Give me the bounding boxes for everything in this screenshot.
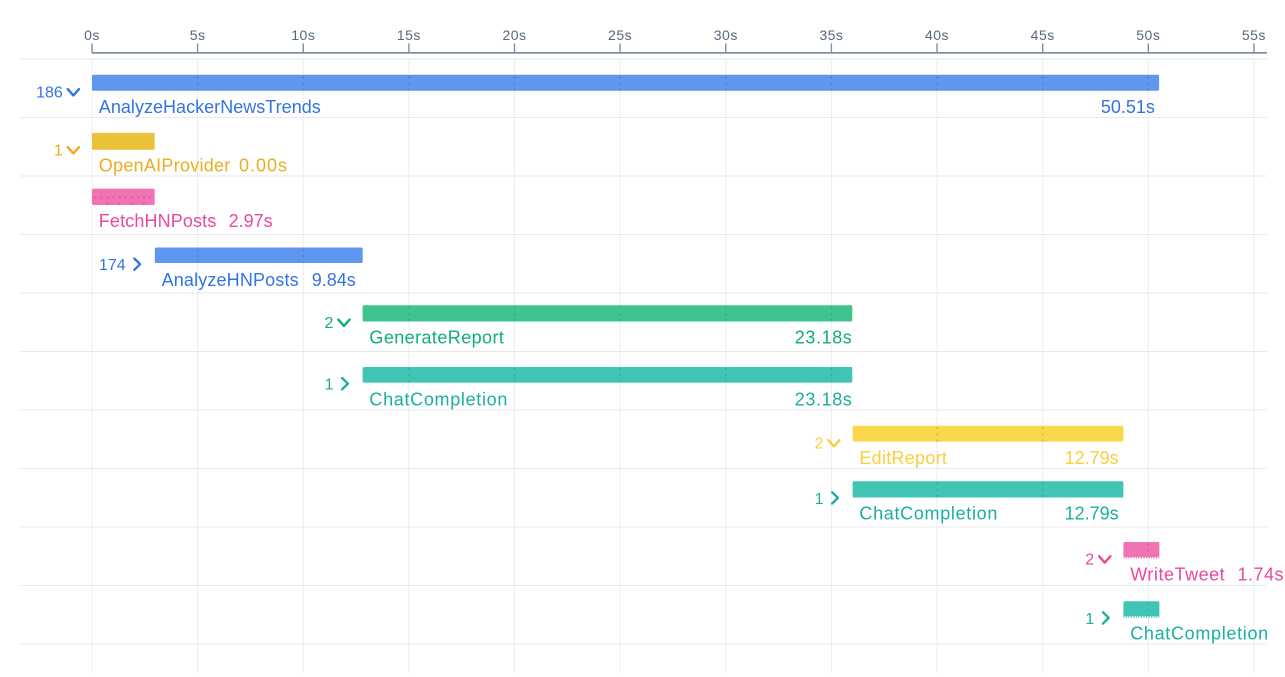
svg-text:5s: 5s <box>190 27 206 43</box>
svg-text:0s: 0s <box>84 27 100 43</box>
svg-text:12.79s: 12.79s <box>1065 448 1119 468</box>
svg-text:2: 2 <box>814 436 823 453</box>
svg-text:WriteTweet: WriteTweet <box>1130 564 1225 584</box>
svg-text:30s: 30s <box>714 27 738 43</box>
svg-text:9.84s: 9.84s <box>312 270 356 290</box>
svg-text:10s: 10s <box>291 27 315 43</box>
svg-text:FetchHNPosts: FetchHNPosts <box>99 211 217 231</box>
svg-text:OpenAIProvider: OpenAIProvider <box>99 155 231 175</box>
svg-text:55s: 55s <box>1242 27 1266 43</box>
svg-text:1: 1 <box>1085 611 1094 628</box>
svg-text:174: 174 <box>99 257 126 274</box>
svg-text:ChatCompletion: ChatCompletion <box>859 504 997 524</box>
svg-text:50s: 50s <box>1136 27 1160 43</box>
svg-text:23.18s: 23.18s <box>795 328 852 348</box>
svg-text:20s: 20s <box>502 27 526 43</box>
svg-text:35s: 35s <box>819 27 843 43</box>
svg-text:1: 1 <box>325 377 334 394</box>
svg-text:2: 2 <box>1085 552 1094 569</box>
svg-text:15s: 15s <box>397 27 421 43</box>
svg-text:186: 186 <box>36 85 63 102</box>
svg-text:ChatCompletion: ChatCompletion <box>369 389 507 409</box>
svg-text:23.18s: 23.18s <box>795 389 852 409</box>
svg-text:40s: 40s <box>925 27 949 43</box>
svg-text:EditReport: EditReport <box>859 448 947 468</box>
svg-text:50.51s: 50.51s <box>1101 97 1155 117</box>
svg-text:12.79s: 12.79s <box>1065 504 1119 524</box>
svg-text:1: 1 <box>815 491 824 508</box>
svg-text:2.97s: 2.97s <box>229 211 273 231</box>
svg-text:GenerateReport: GenerateReport <box>369 328 504 348</box>
svg-text:AnalyzeHNPosts: AnalyzeHNPosts <box>162 270 299 290</box>
svg-text:AnalyzeHackerNewsTrends: AnalyzeHackerNewsTrends <box>99 97 321 117</box>
svg-text:0.00s: 0.00s <box>239 155 287 175</box>
svg-text:2: 2 <box>324 315 333 332</box>
svg-text:ChatCompletion: ChatCompletion <box>1130 624 1268 644</box>
svg-text:45s: 45s <box>1031 27 1055 43</box>
svg-text:1: 1 <box>54 143 63 160</box>
svg-text:25s: 25s <box>608 27 632 43</box>
svg-text:1.74s: 1.74s <box>1238 564 1284 584</box>
